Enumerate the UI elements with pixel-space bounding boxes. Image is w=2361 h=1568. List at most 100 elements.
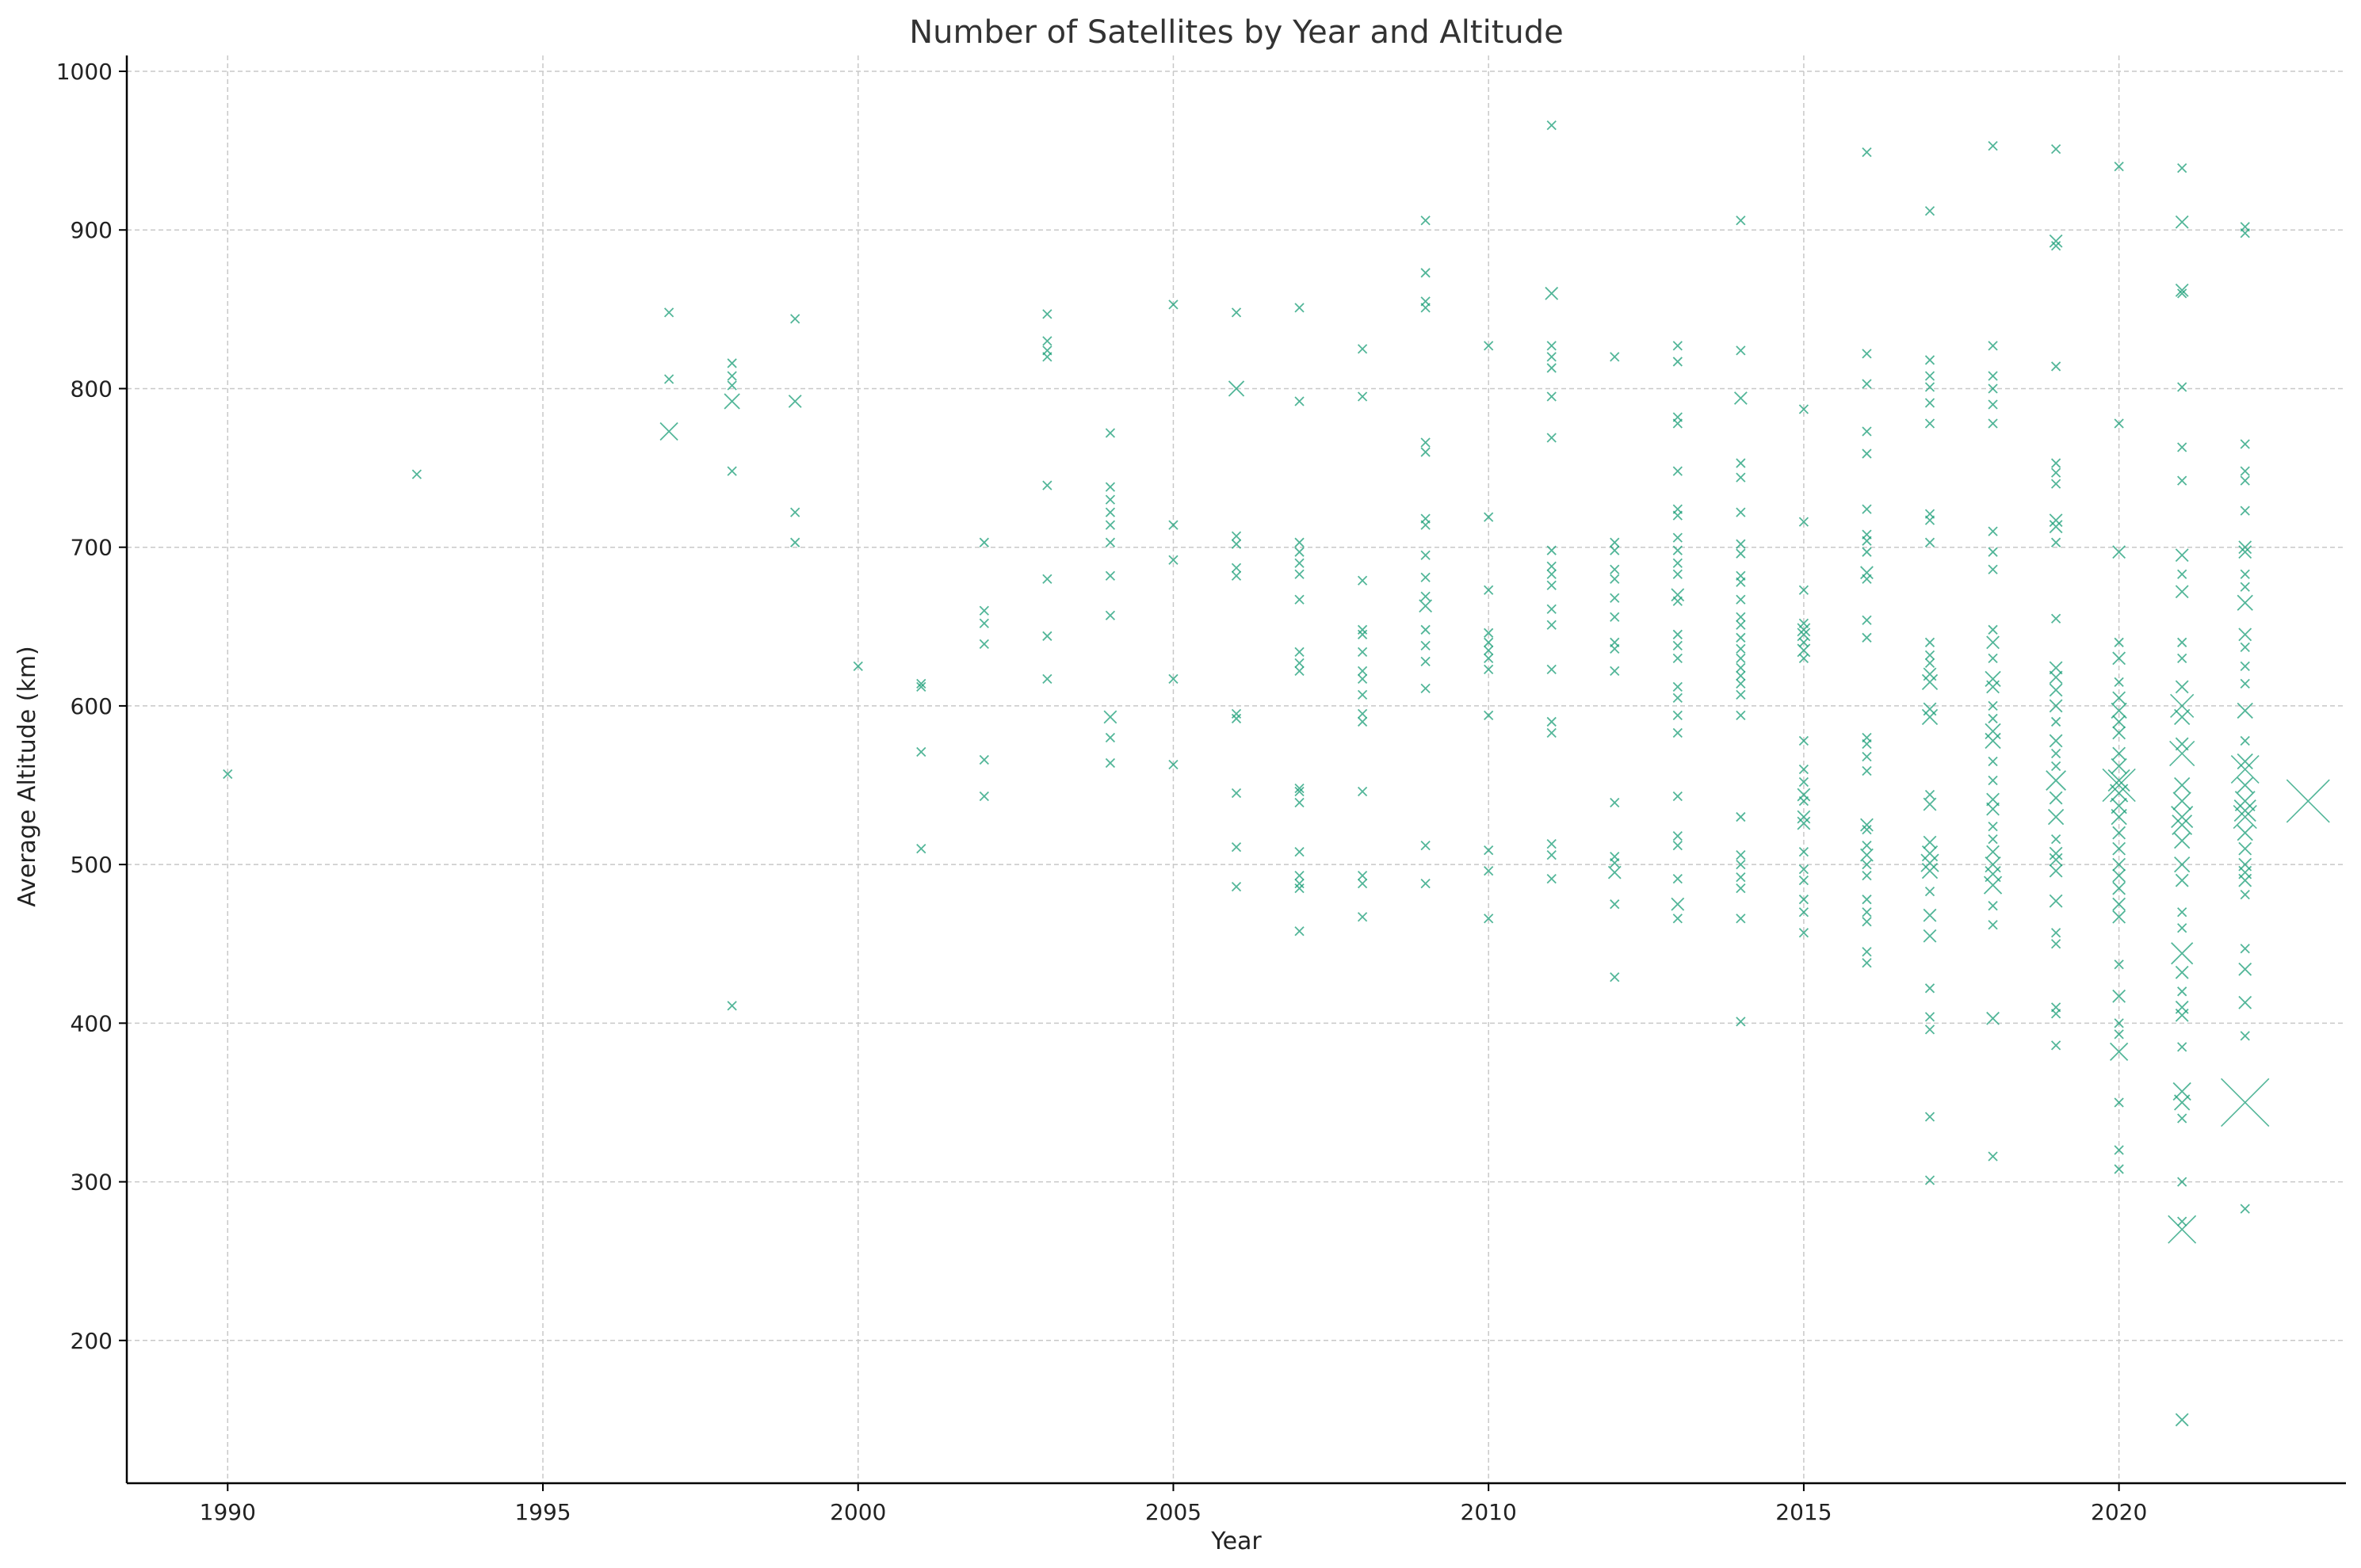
data-point bbox=[1862, 426, 1872, 437]
data-point bbox=[1736, 539, 1746, 549]
data-point bbox=[1357, 879, 1368, 889]
data-point bbox=[1168, 759, 1179, 770]
data-point bbox=[1924, 371, 1935, 381]
data-point bbox=[2112, 651, 2126, 666]
data-point bbox=[2050, 613, 2061, 624]
data-point bbox=[2240, 735, 2250, 746]
data-point bbox=[1610, 545, 1620, 555]
data-point bbox=[2114, 162, 2124, 172]
data-point bbox=[1168, 673, 1179, 685]
data-point bbox=[2240, 228, 2250, 238]
data-point bbox=[1231, 570, 1242, 581]
data-point bbox=[2240, 678, 2250, 689]
data-point bbox=[1420, 624, 1431, 635]
data-point bbox=[1105, 757, 1116, 769]
data-point bbox=[2238, 962, 2252, 976]
data-point bbox=[2049, 661, 2063, 675]
data-point bbox=[2107, 769, 2130, 792]
data-point bbox=[1546, 849, 1557, 860]
data-point bbox=[1546, 580, 1557, 590]
data-point bbox=[2111, 702, 2127, 719]
data-point bbox=[1105, 507, 1116, 517]
data-point bbox=[2230, 755, 2260, 784]
data-point bbox=[1798, 517, 1809, 527]
data-point bbox=[2110, 1042, 2129, 1062]
data-point bbox=[1672, 914, 1683, 924]
x-tick-label: 1990 bbox=[200, 1499, 256, 1525]
data-point bbox=[1672, 681, 1683, 692]
data-point bbox=[1672, 653, 1683, 663]
data-point bbox=[1988, 399, 1998, 410]
data-point bbox=[2172, 792, 2191, 811]
data-point bbox=[2240, 1204, 2250, 1214]
data-point bbox=[1988, 140, 1998, 151]
x-tick-label: 2015 bbox=[1775, 1499, 1832, 1525]
data-point bbox=[1042, 336, 1053, 346]
data-point bbox=[1983, 876, 2003, 895]
data-point bbox=[1862, 765, 1872, 776]
data-point bbox=[1862, 738, 1872, 750]
data-point bbox=[2049, 734, 2063, 748]
data-point bbox=[1672, 532, 1683, 543]
data-point bbox=[979, 639, 989, 649]
data-point bbox=[2174, 856, 2191, 873]
data-point bbox=[1105, 610, 1116, 620]
data-point bbox=[1420, 216, 1431, 226]
data-point bbox=[1042, 673, 1053, 685]
data-point bbox=[2240, 944, 2250, 954]
data-point bbox=[2112, 715, 2126, 729]
data-point bbox=[1985, 670, 2001, 688]
data-point bbox=[2112, 826, 2126, 840]
data-point bbox=[1357, 871, 1368, 881]
data-point bbox=[979, 537, 989, 547]
data-point bbox=[2177, 569, 2187, 579]
data-point bbox=[1862, 379, 1872, 389]
data-point bbox=[1357, 344, 1368, 354]
data-point bbox=[1986, 1011, 2000, 1025]
data-point bbox=[2049, 513, 2063, 528]
data-point bbox=[1042, 631, 1053, 641]
data-point bbox=[2240, 569, 2250, 579]
data-point bbox=[1672, 692, 1683, 704]
data-point bbox=[1231, 531, 1242, 541]
data-point bbox=[2050, 361, 2061, 372]
data-point bbox=[1420, 640, 1431, 650]
data-point bbox=[659, 422, 678, 441]
data-point bbox=[2050, 467, 2061, 478]
data-point bbox=[1798, 585, 1809, 595]
data-point bbox=[1736, 612, 1746, 622]
data-point bbox=[1672, 710, 1683, 721]
data-point bbox=[2114, 1029, 2124, 1040]
data-point bbox=[223, 769, 233, 780]
data-point bbox=[2177, 637, 2187, 647]
data-point bbox=[2177, 653, 2187, 663]
data-point bbox=[1736, 872, 1746, 883]
data-point bbox=[1862, 859, 1872, 870]
data-point bbox=[2050, 143, 2061, 155]
data-point bbox=[1420, 437, 1431, 448]
data-point bbox=[1736, 632, 1746, 643]
data-point bbox=[1736, 914, 1746, 924]
data-point bbox=[2111, 808, 2127, 826]
data-point bbox=[1860, 848, 1874, 862]
data-point bbox=[788, 395, 802, 408]
data-point bbox=[1294, 558, 1305, 568]
data-point bbox=[1105, 732, 1116, 743]
x-tick-label: 2000 bbox=[830, 1499, 886, 1525]
data-point bbox=[1988, 653, 1998, 663]
data-point bbox=[1862, 147, 1872, 158]
data-point bbox=[1294, 647, 1305, 657]
data-point bbox=[2112, 691, 2126, 705]
data-point bbox=[1294, 666, 1305, 676]
data-point bbox=[1420, 591, 1431, 601]
data-point bbox=[916, 843, 926, 854]
data-point bbox=[1546, 391, 1557, 402]
data-point bbox=[1546, 561, 1557, 571]
data-point bbox=[1546, 620, 1557, 630]
data-point bbox=[2050, 458, 2061, 468]
data-point bbox=[2238, 995, 2252, 1009]
data-point bbox=[1988, 901, 1998, 911]
data-point bbox=[2177, 1216, 2187, 1227]
data-point bbox=[2175, 680, 2189, 694]
